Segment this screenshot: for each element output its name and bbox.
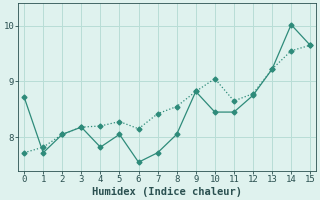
X-axis label: Humidex (Indice chaleur): Humidex (Indice chaleur) <box>92 186 242 197</box>
